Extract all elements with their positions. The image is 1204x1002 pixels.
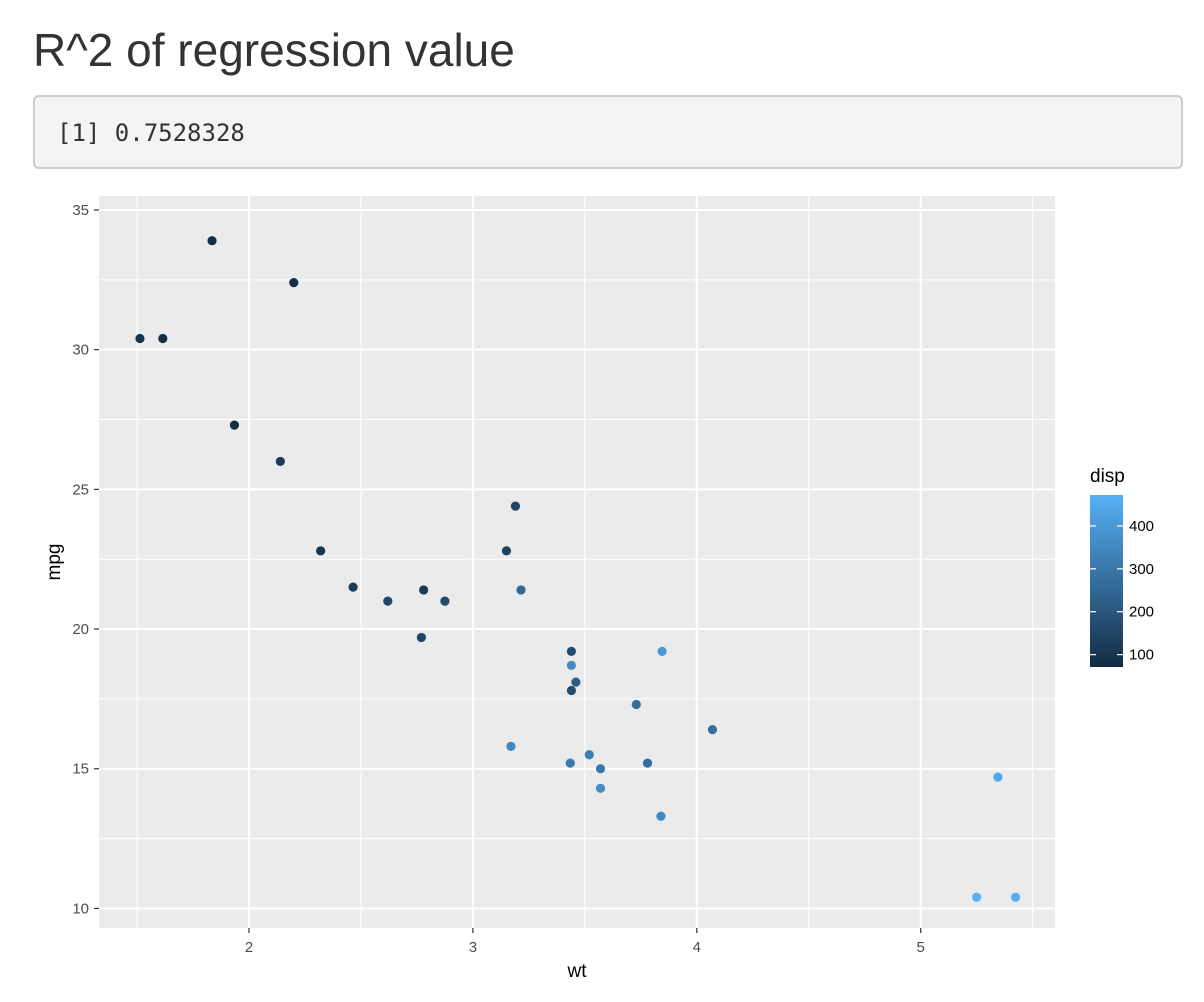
legend-tick-label: 100 [1129, 647, 1154, 664]
data-point [158, 333, 168, 344]
x-tick-label: 2 [245, 939, 253, 956]
data-point [993, 772, 1003, 782]
plot-panel [99, 196, 1055, 928]
y-axis: 10 15 20 25 30 35 [72, 202, 99, 917]
legend-tick-label: 200 [1129, 604, 1154, 621]
data-point [348, 582, 358, 592]
data-point [506, 741, 516, 751]
y-tick-label: 25 [72, 481, 89, 498]
data-point [565, 758, 575, 768]
data-point [631, 699, 641, 710]
data-point [316, 546, 326, 556]
data-point [566, 646, 577, 657]
x-tick-label: 3 [469, 939, 477, 956]
data-point [707, 725, 718, 735]
y-tick-label: 20 [72, 621, 89, 638]
y-tick-label: 35 [72, 202, 89, 219]
x-tick-label: 5 [916, 939, 924, 956]
data-point [207, 236, 217, 246]
page-title: R^2 of regression value [33, 24, 515, 76]
y-axis-title: mpg [44, 544, 65, 581]
legend-tick-label: 300 [1129, 561, 1154, 578]
data-point [416, 632, 426, 643]
data-point [656, 811, 666, 821]
data-point [571, 677, 581, 687]
color-legend: disp 100 200 300 400 [1090, 466, 1154, 667]
data-point [972, 892, 982, 902]
legend-tick-label: 400 [1129, 518, 1154, 535]
data-point [501, 546, 512, 556]
x-axis-title: wt [567, 961, 588, 982]
data-point [642, 758, 653, 768]
data-point [516, 585, 526, 595]
data-point [595, 783, 606, 793]
y-tick-label: 15 [72, 761, 89, 778]
y-tick-label: 30 [72, 342, 89, 359]
data-point [657, 646, 667, 657]
legend-ticks: 100 200 300 400 [1090, 518, 1154, 664]
minor-gridlines [99, 196, 1055, 928]
data-point [275, 456, 285, 467]
data-point [419, 585, 429, 595]
data-point [440, 596, 450, 606]
data-point [229, 420, 240, 430]
data-point [1010, 892, 1021, 902]
data-point [289, 278, 299, 288]
y-tick-label: 10 [72, 900, 89, 917]
data-point [566, 685, 577, 696]
console-output: [1] 0.7528328 [33, 95, 1183, 169]
data-point [510, 501, 521, 511]
legend-colorbar [1090, 495, 1123, 667]
legend-title: disp [1090, 466, 1125, 487]
x-tick-label: 4 [693, 939, 701, 956]
data-point [595, 764, 606, 774]
data-point [566, 660, 577, 670]
x-axis: 2 3 4 5 [245, 928, 925, 956]
data-point [584, 750, 594, 760]
data-point [135, 333, 145, 344]
major-gridlines [99, 196, 1055, 928]
data-points [135, 236, 1021, 902]
data-point [383, 596, 393, 606]
